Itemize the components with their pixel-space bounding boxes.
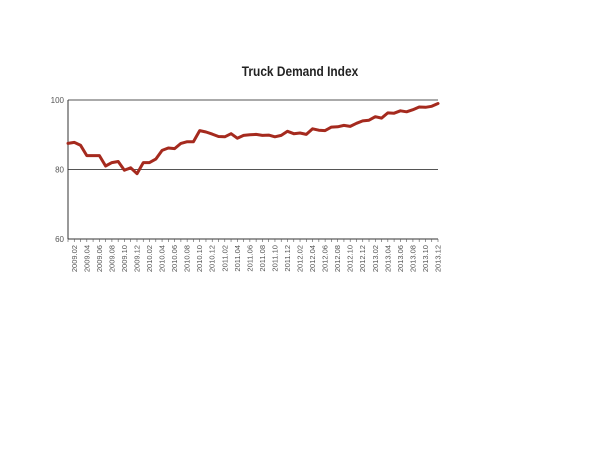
x-tick-label: 2012.12 xyxy=(358,245,367,272)
x-tick-label: 2010.04 xyxy=(158,245,167,272)
chart-title: Truck Demand Index xyxy=(241,63,359,79)
x-tick-label: 2012.02 xyxy=(296,245,305,272)
y-tick-label: 80 xyxy=(55,166,64,175)
x-tick-label: 2012.06 xyxy=(321,245,330,272)
x-tick-label: 2010.12 xyxy=(208,245,217,272)
series-line xyxy=(66,102,440,176)
x-tick-label: 2013.12 xyxy=(434,245,443,272)
x-tick-label: 2013.04 xyxy=(383,245,392,272)
x-tick-label: 2013.06 xyxy=(396,245,405,272)
x-tick-label: 2009.04 xyxy=(82,245,91,272)
x-tick-label: 2009.02 xyxy=(70,245,79,272)
x-tick-label: 2010.06 xyxy=(170,245,179,272)
x-tick-label: 2011.04 xyxy=(233,245,242,272)
x-tick-label: 2011.12 xyxy=(283,245,292,272)
x-tick-label: 2009.08 xyxy=(107,245,116,272)
x-tick-label: 2013.10 xyxy=(421,245,430,272)
x-tick-label: 2009.06 xyxy=(95,245,104,272)
x-tick-label: 2010.08 xyxy=(183,245,192,272)
x-tick-label: 2011.08 xyxy=(258,245,267,272)
x-tick-label: 2011.02 xyxy=(220,245,229,272)
x-tick-label: 2013.08 xyxy=(408,245,417,272)
x-tick-label: 2009.12 xyxy=(132,245,141,272)
x-tick-label: 2010.10 xyxy=(195,245,204,272)
x-tick-label: 2010.02 xyxy=(145,245,154,272)
x-tick-label: 2013.02 xyxy=(371,245,380,272)
x-tick-label: 2009.10 xyxy=(120,245,129,272)
x-tick-label: 2012.04 xyxy=(308,245,317,272)
x-tick-label: 2012.08 xyxy=(333,245,342,272)
y-tick-label: 100 xyxy=(51,96,65,105)
y-tick-label: 60 xyxy=(55,235,64,244)
x-tick-label: 2012.10 xyxy=(346,245,355,272)
x-tick-label: 2011.10 xyxy=(270,245,279,272)
x-tick-label: 2011.06 xyxy=(245,245,254,272)
